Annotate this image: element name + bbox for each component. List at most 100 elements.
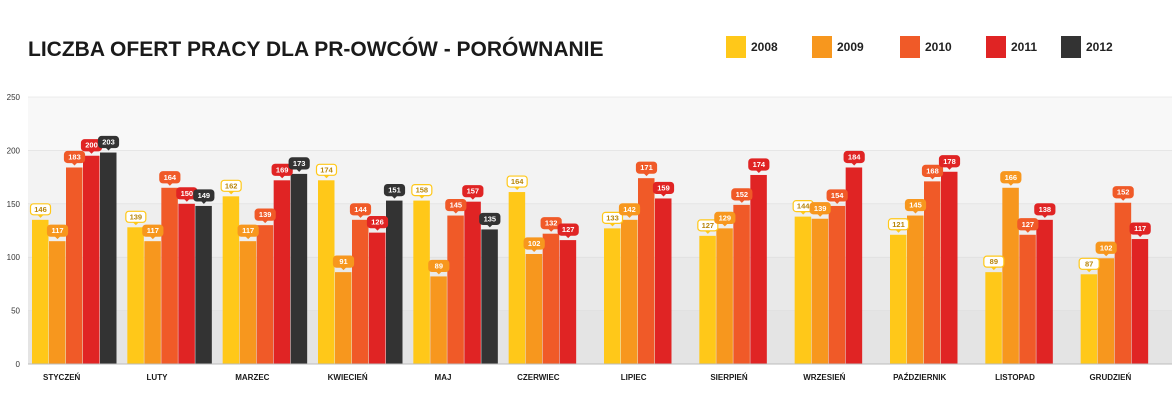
data-label-text: 129 (719, 213, 732, 222)
band-100 (28, 203, 1172, 258)
bar-2012-3 (386, 200, 403, 364)
data-label-text: 159 (657, 183, 670, 192)
legend-swatch-2011 (986, 36, 1006, 58)
data-label-text: 102 (1100, 243, 1113, 252)
data-label-pointer (452, 210, 459, 214)
bar-2011-5 (559, 240, 577, 364)
data-label-2008-0: 146 (29, 203, 52, 218)
data-label-text: 121 (892, 220, 905, 229)
data-label-text: 200 (85, 141, 98, 150)
data-label-pointer (1024, 229, 1031, 233)
data-label-text: 164 (511, 177, 524, 186)
data-label-text: 127 (1022, 220, 1035, 229)
data-label-pointer (1120, 197, 1127, 201)
bar-2008-10 (985, 272, 1002, 364)
data-label-pointer (851, 162, 858, 166)
x-category-label: LISTOPAD (995, 373, 1035, 382)
band-50 (28, 257, 1172, 311)
legend-label-2011: 2011 (1011, 40, 1037, 54)
data-label-pointer (323, 175, 330, 179)
data-label-pointer (609, 223, 616, 227)
data-label-pointer (374, 227, 381, 231)
data-label-pointer (1007, 182, 1014, 186)
data-label-pointer (895, 229, 902, 233)
legend: 2008 2009 2010 2011 2012 (726, 36, 1113, 58)
y-tick-label: 150 (7, 200, 21, 209)
bar-2009-3 (335, 272, 352, 364)
data-label-text: 139 (814, 204, 827, 213)
bar-2009-6 (621, 219, 638, 364)
data-label-2010-11: 152 (1112, 186, 1134, 201)
data-label-text: 144 (354, 205, 367, 214)
data-label-pointer (1086, 269, 1093, 273)
legend-label-2008: 2008 (751, 40, 778, 54)
data-label-2009-9: 145 (904, 198, 927, 214)
data-label-text: 142 (623, 205, 636, 214)
data-label-2008-11: 87 (1078, 257, 1100, 273)
data-label-pointer (132, 222, 139, 226)
legend-swatch-2008 (726, 36, 746, 58)
data-label-text: 183 (68, 152, 81, 161)
band-150 (28, 150, 1172, 204)
data-label-2011-10: 138 (1034, 203, 1056, 218)
x-category-label: KWIECIEŃ (328, 373, 368, 382)
data-label-pointer (912, 210, 919, 214)
data-label-pointer (548, 228, 555, 232)
data-label-text: 102 (528, 239, 541, 248)
data-label-2012-2: 173 (288, 157, 310, 172)
data-label-text: 162 (225, 181, 238, 190)
data-label-pointer (469, 196, 476, 200)
data-label-text: 173 (293, 159, 306, 168)
data-label-pointer (660, 193, 667, 197)
data-label-text: 145 (450, 201, 463, 210)
y-tick-label: 0 (16, 360, 21, 369)
data-label-2011-4: 157 (462, 185, 484, 200)
bar-2011-3 (369, 232, 386, 364)
y-tick-label: 200 (7, 146, 21, 155)
legend-swatch-2012 (1061, 36, 1081, 58)
data-label-2009-1: 117 (142, 224, 164, 240)
data-label-text: 127 (702, 221, 715, 230)
data-label-text: 164 (164, 173, 177, 182)
bar-2011-1 (178, 203, 195, 364)
legend-swatch-2009 (812, 36, 832, 58)
data-label-pointer (418, 195, 425, 199)
data-label-2009-7: 129 (714, 211, 736, 227)
data-label-2011-5: 127 (557, 223, 579, 239)
legend-label-2009: 2009 (837, 40, 864, 54)
bar-2011-11 (1131, 239, 1149, 364)
bar-2009-1 (144, 241, 161, 364)
data-labels: 146 117 183 200 203 139 117 164 150 149 162 117 139 1… (29, 135, 1151, 275)
data-label-text: 146 (34, 205, 47, 214)
x-category-label: STYCZEŃ (43, 373, 81, 382)
data-label-2012-3: 151 (383, 183, 406, 199)
data-label-text: 178 (943, 157, 956, 166)
data-label-2011-8: 184 (843, 150, 865, 166)
data-label-pointer (391, 195, 398, 199)
data-label-2011-3: 126 (366, 216, 389, 231)
data-label-2009-3: 91 (332, 255, 355, 271)
bar-2009-5 (525, 253, 543, 364)
bar-2009-4 (430, 276, 447, 364)
data-label-2010-3: 144 (349, 203, 372, 218)
bar-2011-4 (464, 201, 481, 364)
data-label-pointer (486, 224, 493, 228)
data-label-pointer (435, 271, 442, 275)
y-tick-label: 100 (7, 253, 21, 262)
data-label-text: 184 (848, 152, 861, 161)
data-label-text: 168 (926, 166, 939, 175)
data-label-text: 174 (320, 165, 333, 174)
data-label-2011-11: 117 (1129, 222, 1151, 238)
data-label-text: 150 (181, 189, 194, 198)
x-category-label: MAJ (435, 373, 452, 382)
plot-background-bands (28, 97, 1172, 364)
bar-2009-9 (907, 215, 924, 364)
bar-2011-10 (1036, 219, 1053, 364)
data-label-2010-6: 171 (635, 161, 658, 177)
bar-2010-7 (733, 204, 750, 364)
data-label-text: 126 (371, 218, 384, 227)
bar-2008-11 (1080, 274, 1098, 364)
x-category-label: LUTY (147, 373, 169, 382)
data-label-2012-1: 149 (193, 189, 215, 204)
data-label-2008-4: 158 (411, 183, 433, 199)
